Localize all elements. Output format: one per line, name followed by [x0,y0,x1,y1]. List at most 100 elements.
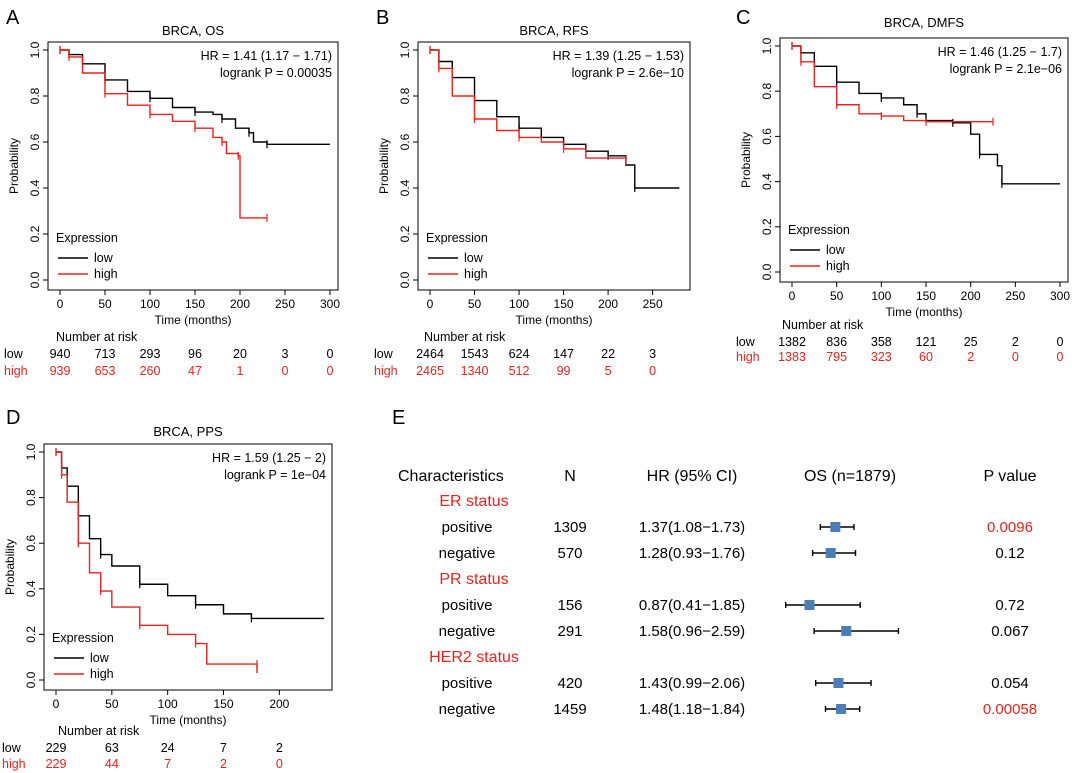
risk-count-low: 147 [553,347,574,361]
x-axis-label: Time (months) [155,313,232,327]
risk-count-high: 939 [50,364,71,378]
row-n: 570 [557,545,582,562]
legend-title: Expression [52,631,114,645]
x-tick-label: 100 [509,297,529,311]
group-label: ER status [439,493,508,510]
panel-letter: C [736,7,750,29]
x-tick-label: 50 [105,697,119,711]
panel-letter: E [392,407,405,429]
legend-label-high: high [90,667,114,681]
plot-frame [779,37,1069,283]
hazard-ratio-text: HR = 1.59 (1.25 − 2) [212,451,326,465]
y-axis-label: Probability [377,138,391,194]
y-tick-label: 0.4 [398,179,412,196]
risk-count-high: 2 [967,350,974,364]
y-tick-label: 0.8 [28,87,42,104]
row-n: 420 [557,675,582,692]
y-axis-label: Probability [3,539,17,595]
hr-marker [804,600,815,610]
y-tick-label: 0.4 [24,580,38,597]
row-p-value: 0.054 [991,675,1029,692]
x-axis-label: Time (months) [150,713,227,727]
risk-count-low: 713 [95,347,116,361]
y-tick-label: 1.0 [760,37,774,54]
hr-marker [841,626,852,636]
x-tick-label: 200 [269,697,289,711]
panel-letter: A [6,7,20,29]
x-tick-label: 150 [554,297,574,311]
risk-table-title: Number at risk [56,330,138,344]
y-tick-label: 0.4 [28,179,42,196]
y-tick-label: 0.6 [24,535,38,552]
row-label: positive [442,597,493,614]
legend-label-low: low [90,651,110,665]
plot-frame [47,41,339,291]
risk-count-low: 3 [649,347,656,361]
risk-count-high: 0 [327,364,334,378]
header-hr: HR (95% CI) [647,468,738,485]
x-tick-label: 200 [961,289,981,303]
header-characteristics: Characteristics [398,468,504,485]
risk-count-low: 25 [964,335,978,349]
risk-row-label-low: low [4,347,24,361]
risk-row-label-high: high [736,350,760,364]
y-tick-label: 1.0 [398,41,412,58]
legend-title: Expression [426,231,488,245]
legend-label-low: low [464,251,484,265]
panel-letter: B [376,7,389,29]
risk-count-low: 63 [105,741,119,755]
row-label: positive [442,519,493,536]
risk-count-low: 2464 [416,347,444,361]
logrank-text: logrank P = 0.00035 [220,66,332,80]
x-tick-label: 0 [53,697,60,711]
panel-letter: D [6,407,20,429]
survival-curve-high [56,451,258,674]
x-tick-label: 100 [140,297,160,311]
y-axis-label: Probability [739,132,753,188]
hr-marker [833,678,844,688]
x-tick-label: 300 [320,297,340,311]
risk-count-high: 2465 [416,364,444,378]
risk-count-low: 1382 [778,335,806,349]
risk-count-low: 836 [826,335,847,349]
row-hr-text: 1.58(0.96−2.59) [639,623,745,640]
y-tick-label: 0.0 [760,263,774,280]
x-tick-label: 100 [158,697,178,711]
row-p-value: 0.00058 [983,701,1037,718]
risk-table-title: Number at risk [782,318,864,332]
legend-title: Expression [788,223,850,237]
risk-count-high: 2 [220,757,227,771]
legend-label-low: low [94,251,114,265]
y-tick-label: 0.8 [398,87,412,104]
risk-table-title: Number at risk [58,724,140,738]
risk-count-high: 795 [826,350,847,364]
legend-label-high: high [826,259,850,273]
risk-count-low: 0 [327,347,334,361]
hr-marker [836,704,847,714]
x-tick-label: 200 [598,297,618,311]
x-tick-label: 0 [57,297,64,311]
y-tick-label: 0.0 [24,671,38,688]
hr-marker [830,522,841,532]
x-tick-label: 50 [830,289,844,303]
row-label: negative [439,623,496,640]
y-tick-label: 0.2 [760,218,774,235]
risk-count-low: 624 [509,347,530,361]
risk-row-label-high: high [4,364,28,378]
panel-title: BRCA, DMFS [884,15,965,30]
x-tick-label: 0 [789,289,796,303]
forest-panel-e: E Characteristics N HR (95% CI) OS (n=1879) P… [392,407,1037,718]
group-label: PR status [439,571,508,588]
row-n: 156 [557,597,582,614]
risk-count-high: 653 [95,364,116,378]
legend-label-high: high [94,267,118,281]
x-tick-label: 150 [185,297,205,311]
logrank-text: logrank P = 2.1e−06 [950,62,1062,76]
y-tick-label: 0.8 [24,489,38,506]
risk-count-high: 0 [276,757,283,771]
x-tick-label: 200 [230,297,250,311]
risk-count-low: 1543 [461,347,489,361]
